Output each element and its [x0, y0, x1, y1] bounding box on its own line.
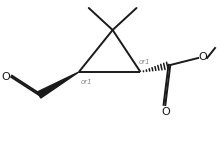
Text: or1: or1: [81, 79, 93, 85]
Polygon shape: [37, 72, 79, 98]
Text: O: O: [199, 52, 207, 62]
Text: O: O: [1, 72, 10, 82]
Text: O: O: [161, 107, 170, 117]
Text: or1: or1: [138, 59, 150, 65]
